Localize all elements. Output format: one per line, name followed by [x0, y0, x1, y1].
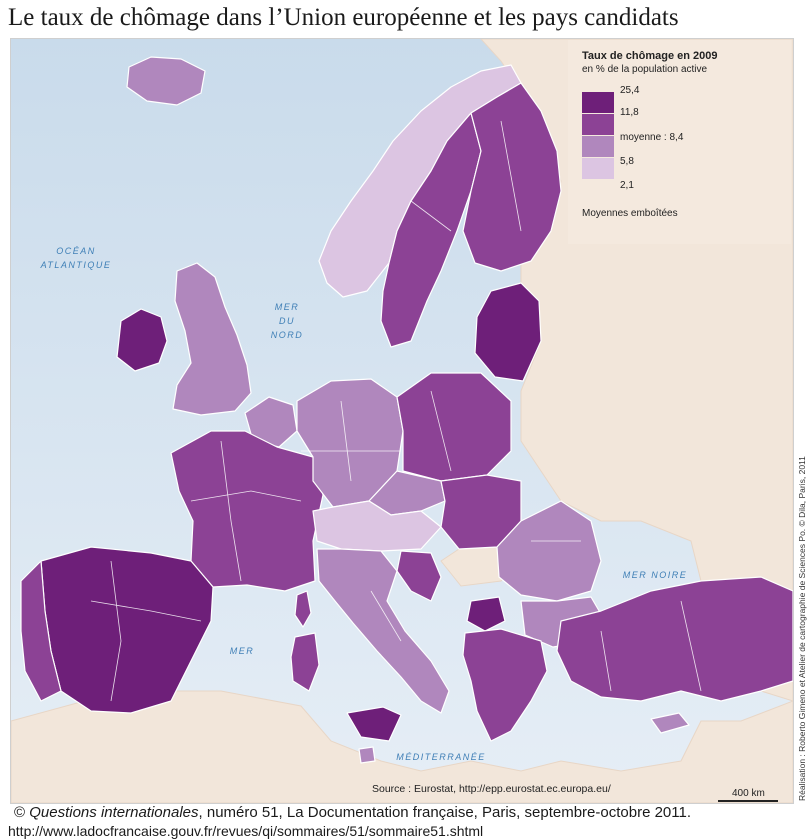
legend-swatch-2	[582, 114, 614, 135]
legend-title: Taux de chômage en 2009	[582, 50, 718, 62]
region-uk	[172, 262, 252, 416]
north-sea-line1: MER	[274, 302, 300, 312]
region-sardinia	[290, 632, 320, 692]
region-ireland	[116, 308, 168, 372]
credit: Réalisation : Roberto Gimeno et Atelier …	[797, 456, 807, 811]
scale-label: 400 km	[732, 788, 765, 799]
sea-label-mediterranean: MÉDITERRANÉE	[396, 752, 486, 762]
region-iceland	[126, 56, 206, 106]
legend-swatch-3	[582, 136, 614, 157]
region-macedonia	[466, 596, 506, 632]
legend-label-5: 2,1	[620, 180, 634, 191]
legend-label-2: 11,8	[620, 107, 639, 118]
region-sicily	[346, 706, 402, 742]
region-romania	[496, 500, 602, 602]
region-portugal	[20, 560, 62, 702]
sea-label-atlantic: OCÉAN ATLANTIQUE	[36, 244, 116, 272]
region-greece	[462, 628, 548, 742]
legend-label-3: moyenne : 8,4	[620, 132, 684, 143]
legend-subtitle: en % de la population active	[582, 64, 708, 75]
ocean-label-line2: ATLANTIQUE	[40, 260, 112, 270]
ocean-label-line1: OCÉAN	[56, 246, 96, 256]
sea-label-black-sea: MER NOIRE	[622, 570, 688, 580]
legend-label-1: 25,4	[620, 85, 640, 96]
citation-rest: , numéro 51, La Documentation française,…	[198, 804, 692, 821]
sea-label-north-sea: MER DU NORD	[262, 300, 312, 342]
north-sea-line3: NORD	[270, 330, 304, 340]
region-france	[170, 430, 324, 592]
scale-line	[718, 800, 778, 802]
credit-text: Réalisation : Roberto Gimeno et Atelier …	[797, 456, 807, 801]
footer-url: http://www.ladocfrancaise.gouv.fr/revues…	[8, 823, 484, 839]
legend: Taux de chômage en 2009 en % de la popul…	[568, 40, 791, 244]
region-malta	[358, 746, 376, 764]
publication-title: Questions internationales	[29, 804, 199, 821]
region-baltics	[474, 282, 542, 382]
source-note: Source : Eurostat, http://epp.eurostat.e…	[372, 783, 611, 795]
region-turkey	[556, 576, 793, 702]
region-sweden	[380, 112, 482, 348]
region-cyprus	[650, 712, 690, 734]
legend-note: Moyennes emboîtées	[582, 208, 678, 219]
subregion-borders	[90, 120, 702, 702]
map-title: Le taux de chômage dans l’Union européen…	[8, 4, 679, 31]
footer-citation: © Questions internationales, numéro 51, …	[14, 804, 691, 821]
region-finland	[462, 82, 562, 272]
legend-label-4: 5,8	[620, 156, 634, 167]
legend-swatch-1	[582, 92, 614, 113]
copyright-symbol: ©	[14, 804, 30, 821]
sea-label-mer: MER	[229, 646, 255, 656]
legend-swatch-4	[582, 158, 614, 179]
region-corsica	[294, 590, 312, 628]
region-poland	[396, 372, 512, 482]
north-sea-line2: DU	[279, 316, 295, 326]
region-italy	[316, 548, 450, 714]
